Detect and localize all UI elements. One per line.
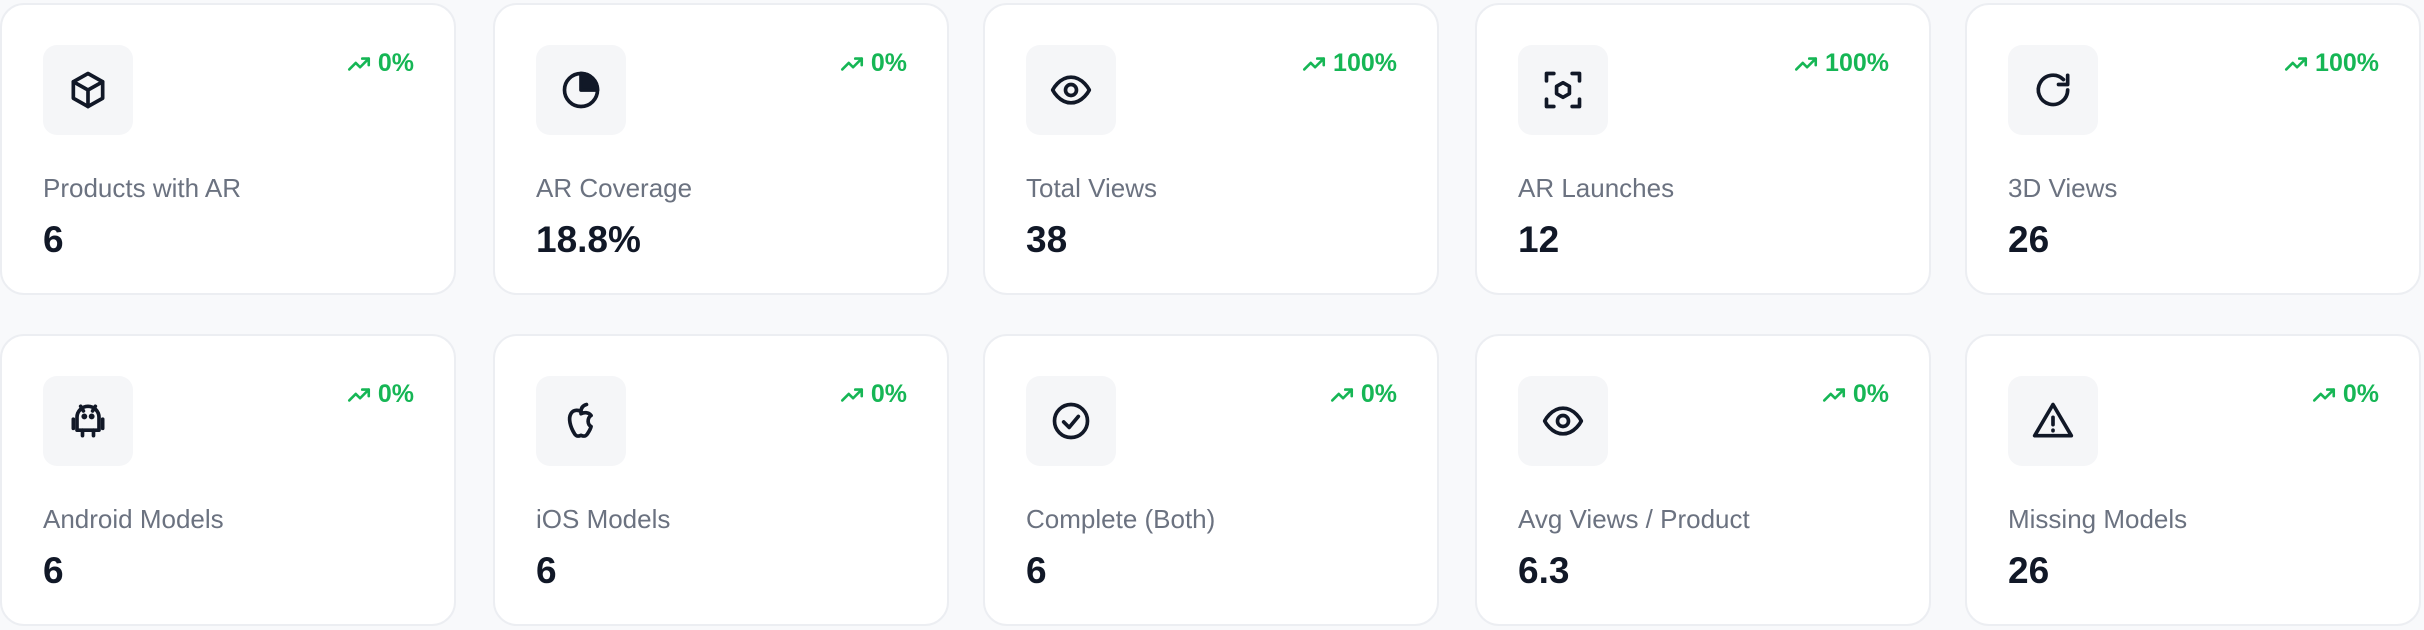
trend-value: 0% (870, 380, 907, 408)
stat-card: 0% Complete (Both) 6 (983, 334, 1439, 626)
trend-icon (1794, 56, 1818, 71)
trend: 0% (2311, 380, 2379, 409)
trend: 0% (346, 380, 414, 409)
trend: 100% (1793, 49, 1889, 78)
trend-icon (2312, 387, 2335, 402)
stat-value: 12 (1518, 219, 1560, 260)
trend-icon (840, 56, 863, 71)
icon (1026, 376, 1116, 466)
trend-value: 0% (1360, 380, 1397, 408)
trend-value: 100% (1333, 49, 1397, 77)
trend-value: 0% (377, 380, 414, 408)
trend-value: 0% (1852, 380, 1889, 408)
trend-icon (2284, 56, 2308, 71)
trend-icon (1822, 387, 1845, 402)
stat-label: Android Models (43, 504, 224, 534)
stat-label: iOS Models (536, 504, 671, 534)
stat-label: Complete (Both) (1026, 504, 1216, 534)
stat-label: AR Coverage (536, 173, 693, 203)
stat-label: Total Views (1026, 173, 1158, 203)
stat-value: 6 (43, 219, 64, 260)
trend: 0% (346, 49, 414, 78)
stat-label: Missing Models (2008, 504, 2188, 534)
icon (43, 376, 133, 466)
stat-label: Avg Views / Product (1518, 504, 1750, 534)
stat-card: 0% Products with AR 6 (0, 3, 456, 295)
trend: 0% (839, 49, 907, 78)
stat-card: 100% 3D Views 26 (1965, 3, 2421, 295)
icon (43, 45, 133, 135)
stat-label: AR Launches (1518, 173, 1675, 203)
stat-card: 0% Android Models 6 (0, 334, 456, 626)
stat-value: 6 (43, 550, 64, 591)
trend: 0% (839, 380, 907, 409)
icon (536, 376, 626, 466)
stat-value: 6 (1026, 550, 1047, 591)
stat-card: 0% AR Coverage 18.8% (493, 3, 949, 295)
icon (1518, 376, 1608, 466)
icon (1026, 45, 1116, 135)
stat-value: 26 (2008, 550, 2050, 591)
trend-value: 0% (2342, 380, 2379, 408)
stat-value: 26 (2008, 219, 2050, 260)
stat-value: 38 (1026, 219, 1068, 260)
trend-value: 100% (2315, 49, 2379, 77)
icon (536, 45, 626, 135)
trend: 0% (1329, 380, 1397, 409)
trend-icon (1302, 56, 1326, 71)
stat-label: 3D Views (2008, 173, 2118, 203)
stat-value: 6 (536, 550, 557, 591)
trend-icon (840, 387, 863, 402)
trend-icon (347, 56, 370, 71)
trend: 100% (2283, 49, 2379, 78)
stat-card: 0% Missing Models 26 (1965, 334, 2421, 626)
trend: 0% (1821, 380, 1889, 409)
stat-card: 0% Avg Views / Product 6.3 (1475, 334, 1931, 626)
stat-label: Products with AR (43, 173, 241, 203)
icon (2008, 45, 2098, 135)
icon (2008, 376, 2098, 466)
stat-value: 18.8% (536, 219, 641, 260)
trend-value: 0% (377, 49, 414, 77)
trend-icon (347, 387, 370, 402)
trend-value: 0% (870, 49, 907, 77)
trend-value: 100% (1825, 49, 1889, 77)
stat-value: 6.3 (1518, 550, 1570, 591)
stat-card: 100% AR Launches 12 (1475, 3, 1931, 295)
trend-icon (1330, 387, 1353, 402)
stat-card: 0% iOS Models 6 (493, 334, 949, 626)
stat-card: 100% Total Views 38 (983, 3, 1439, 295)
icon (1518, 45, 1608, 135)
trend: 100% (1301, 49, 1397, 78)
